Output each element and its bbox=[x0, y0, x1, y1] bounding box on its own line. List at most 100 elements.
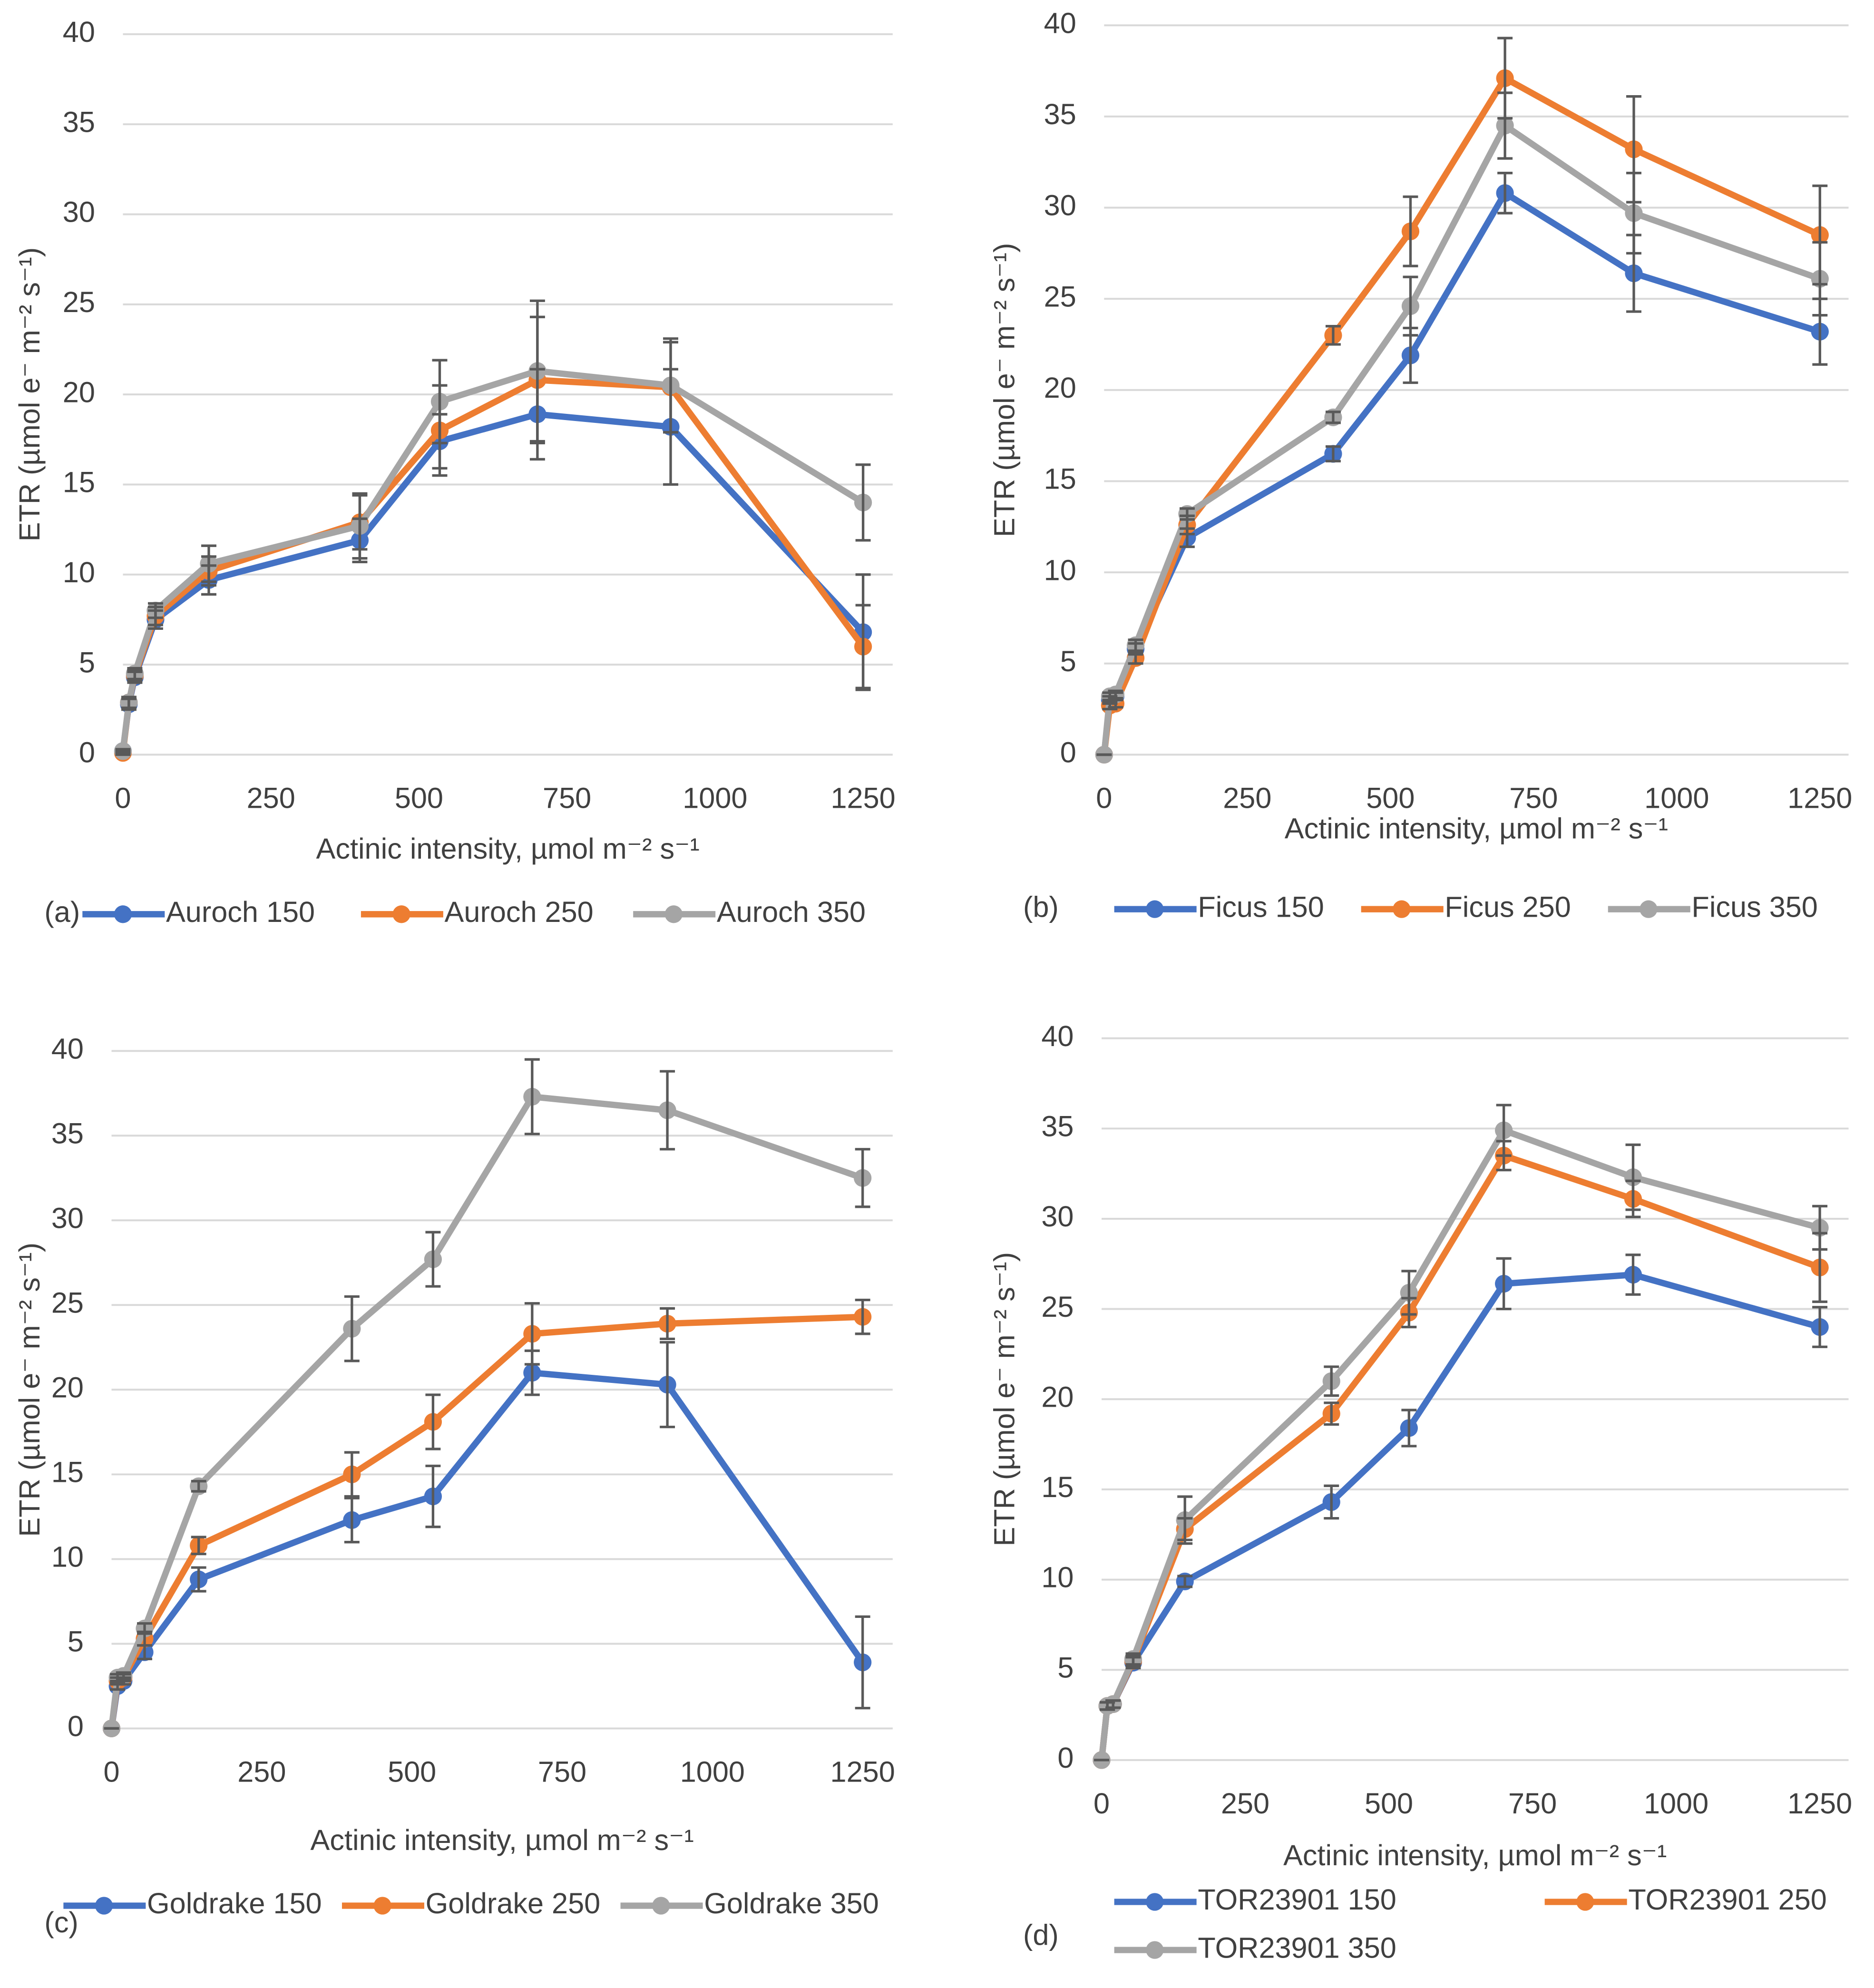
error-bar bbox=[425, 1231, 441, 1288]
error-bar bbox=[191, 1479, 206, 1493]
y-tick-label: 5 bbox=[79, 646, 95, 678]
error-bar bbox=[344, 1295, 360, 1362]
error-bar bbox=[1403, 195, 1418, 267]
x-axis-label: Actinic intensity, µmol m⁻² s⁻¹ bbox=[311, 1824, 694, 1856]
x-tick-label: 1250 bbox=[1787, 782, 1852, 814]
error-bar bbox=[1812, 241, 1828, 317]
error-bar bbox=[1401, 1409, 1417, 1448]
x-tick-label: 500 bbox=[1365, 1787, 1413, 1820]
series-line bbox=[108, 1370, 866, 1729]
error-bar bbox=[1177, 1575, 1193, 1588]
panel-label: (c) bbox=[44, 1906, 78, 1939]
y-axis-label: ETR (µmol e⁻ m⁻² s⁻¹) bbox=[13, 1243, 46, 1537]
error-bar bbox=[1403, 275, 1418, 337]
y-tick-label: 40 bbox=[1041, 1020, 1074, 1052]
y-tick-label: 10 bbox=[51, 1540, 84, 1573]
legend-label: Auroch 350 bbox=[717, 896, 866, 928]
y-tick-label: 40 bbox=[63, 16, 95, 48]
error-bar bbox=[524, 1058, 540, 1136]
y-tick-label: 30 bbox=[63, 196, 95, 228]
legend-marker bbox=[95, 1897, 113, 1915]
y-tick-label: 20 bbox=[1041, 1381, 1074, 1413]
x-tick-label: 1000 bbox=[680, 1755, 745, 1788]
x-tick-label: 500 bbox=[1366, 782, 1415, 814]
error-bar bbox=[1125, 1652, 1141, 1666]
error-bar bbox=[1128, 651, 1143, 665]
legend-label: Goldrake 150 bbox=[147, 1887, 322, 1919]
error-bar bbox=[855, 1615, 870, 1710]
error-bar bbox=[663, 337, 678, 434]
legend-marker bbox=[1393, 900, 1411, 918]
series-line bbox=[119, 368, 865, 752]
error-bar bbox=[1105, 1699, 1121, 1709]
error-bar bbox=[1108, 689, 1123, 700]
error-bar bbox=[1325, 325, 1341, 346]
series-line bbox=[108, 1313, 863, 1729]
legend-label: Ficus 350 bbox=[1691, 891, 1817, 923]
legend-label: Auroch 150 bbox=[166, 896, 315, 928]
y-tick-label: 20 bbox=[1044, 372, 1076, 404]
legend-marker bbox=[1576, 1893, 1594, 1911]
legend-marker bbox=[392, 905, 410, 923]
y-tick-label: 10 bbox=[1041, 1561, 1074, 1594]
y-tick-label: 30 bbox=[1041, 1200, 1074, 1233]
y-tick-label: 25 bbox=[63, 286, 95, 318]
y-tick-label: 35 bbox=[51, 1117, 84, 1149]
error-bar bbox=[1324, 1484, 1339, 1520]
error-bar bbox=[1812, 1306, 1828, 1348]
x-axis-label: Actinic intensity, µmol m⁻² s⁻¹ bbox=[1285, 812, 1668, 844]
legend-marker bbox=[1146, 1893, 1164, 1911]
error-bar bbox=[855, 604, 871, 689]
x-tick-label: 1250 bbox=[830, 782, 895, 814]
error-bar bbox=[191, 1536, 206, 1556]
error-bar bbox=[127, 667, 143, 681]
error-bar bbox=[855, 463, 871, 542]
error-bar bbox=[425, 1464, 441, 1528]
y-tick-label: 5 bbox=[1057, 1651, 1074, 1684]
error-bar bbox=[1325, 411, 1341, 424]
error-bar bbox=[1401, 1270, 1417, 1316]
error-bar bbox=[191, 1566, 206, 1593]
error-bar bbox=[201, 544, 216, 583]
error-bar bbox=[116, 1671, 131, 1681]
legend-label: Ficus 250 bbox=[1445, 891, 1571, 923]
x-tick-label: 500 bbox=[388, 1755, 436, 1788]
series-line bbox=[119, 411, 866, 752]
legend-label: Ficus 150 bbox=[1198, 891, 1324, 923]
y-tick-label: 0 bbox=[1060, 736, 1076, 769]
x-tick-label: 1000 bbox=[1644, 782, 1709, 814]
legend-marker bbox=[114, 905, 132, 923]
y-tick-label: 35 bbox=[1044, 98, 1076, 130]
legend-marker bbox=[1640, 900, 1658, 918]
y-tick-label: 5 bbox=[68, 1625, 84, 1657]
y-tick-label: 0 bbox=[68, 1710, 84, 1743]
x-tick-label: 1000 bbox=[683, 782, 747, 814]
legend-label: Auroch 250 bbox=[445, 896, 594, 928]
error-bar bbox=[1179, 507, 1195, 521]
y-tick-label: 25 bbox=[1041, 1291, 1074, 1323]
error-bar bbox=[1626, 172, 1641, 255]
x-tick-label: 500 bbox=[395, 782, 443, 814]
error-bar bbox=[137, 1622, 152, 1635]
y-axis-label: ETR (µmol e⁻ m⁻² s⁻¹) bbox=[988, 243, 1021, 538]
y-tick-label: 35 bbox=[63, 106, 95, 138]
y-tick-label: 10 bbox=[63, 556, 95, 588]
legend-label: TOR23901 350 bbox=[1198, 1931, 1396, 1964]
error-bar bbox=[660, 1070, 675, 1151]
y-tick-label: 15 bbox=[63, 466, 95, 499]
y-tick-label: 25 bbox=[51, 1286, 84, 1319]
error-bar bbox=[344, 1451, 360, 1498]
legend-marker bbox=[373, 1897, 391, 1915]
error-bar bbox=[1496, 1104, 1512, 1157]
error-bar bbox=[1324, 1365, 1339, 1397]
series-line bbox=[1101, 75, 1822, 755]
y-tick-label: 10 bbox=[1044, 554, 1076, 586]
error-bar bbox=[1128, 638, 1143, 652]
error-bar bbox=[855, 1298, 870, 1335]
y-tick-label: 30 bbox=[1044, 189, 1076, 222]
error-bar bbox=[344, 1497, 360, 1544]
y-tick-label: 35 bbox=[1041, 1110, 1074, 1142]
x-tick-label: 750 bbox=[538, 1755, 586, 1788]
y-tick-label: 0 bbox=[1057, 1742, 1074, 1774]
